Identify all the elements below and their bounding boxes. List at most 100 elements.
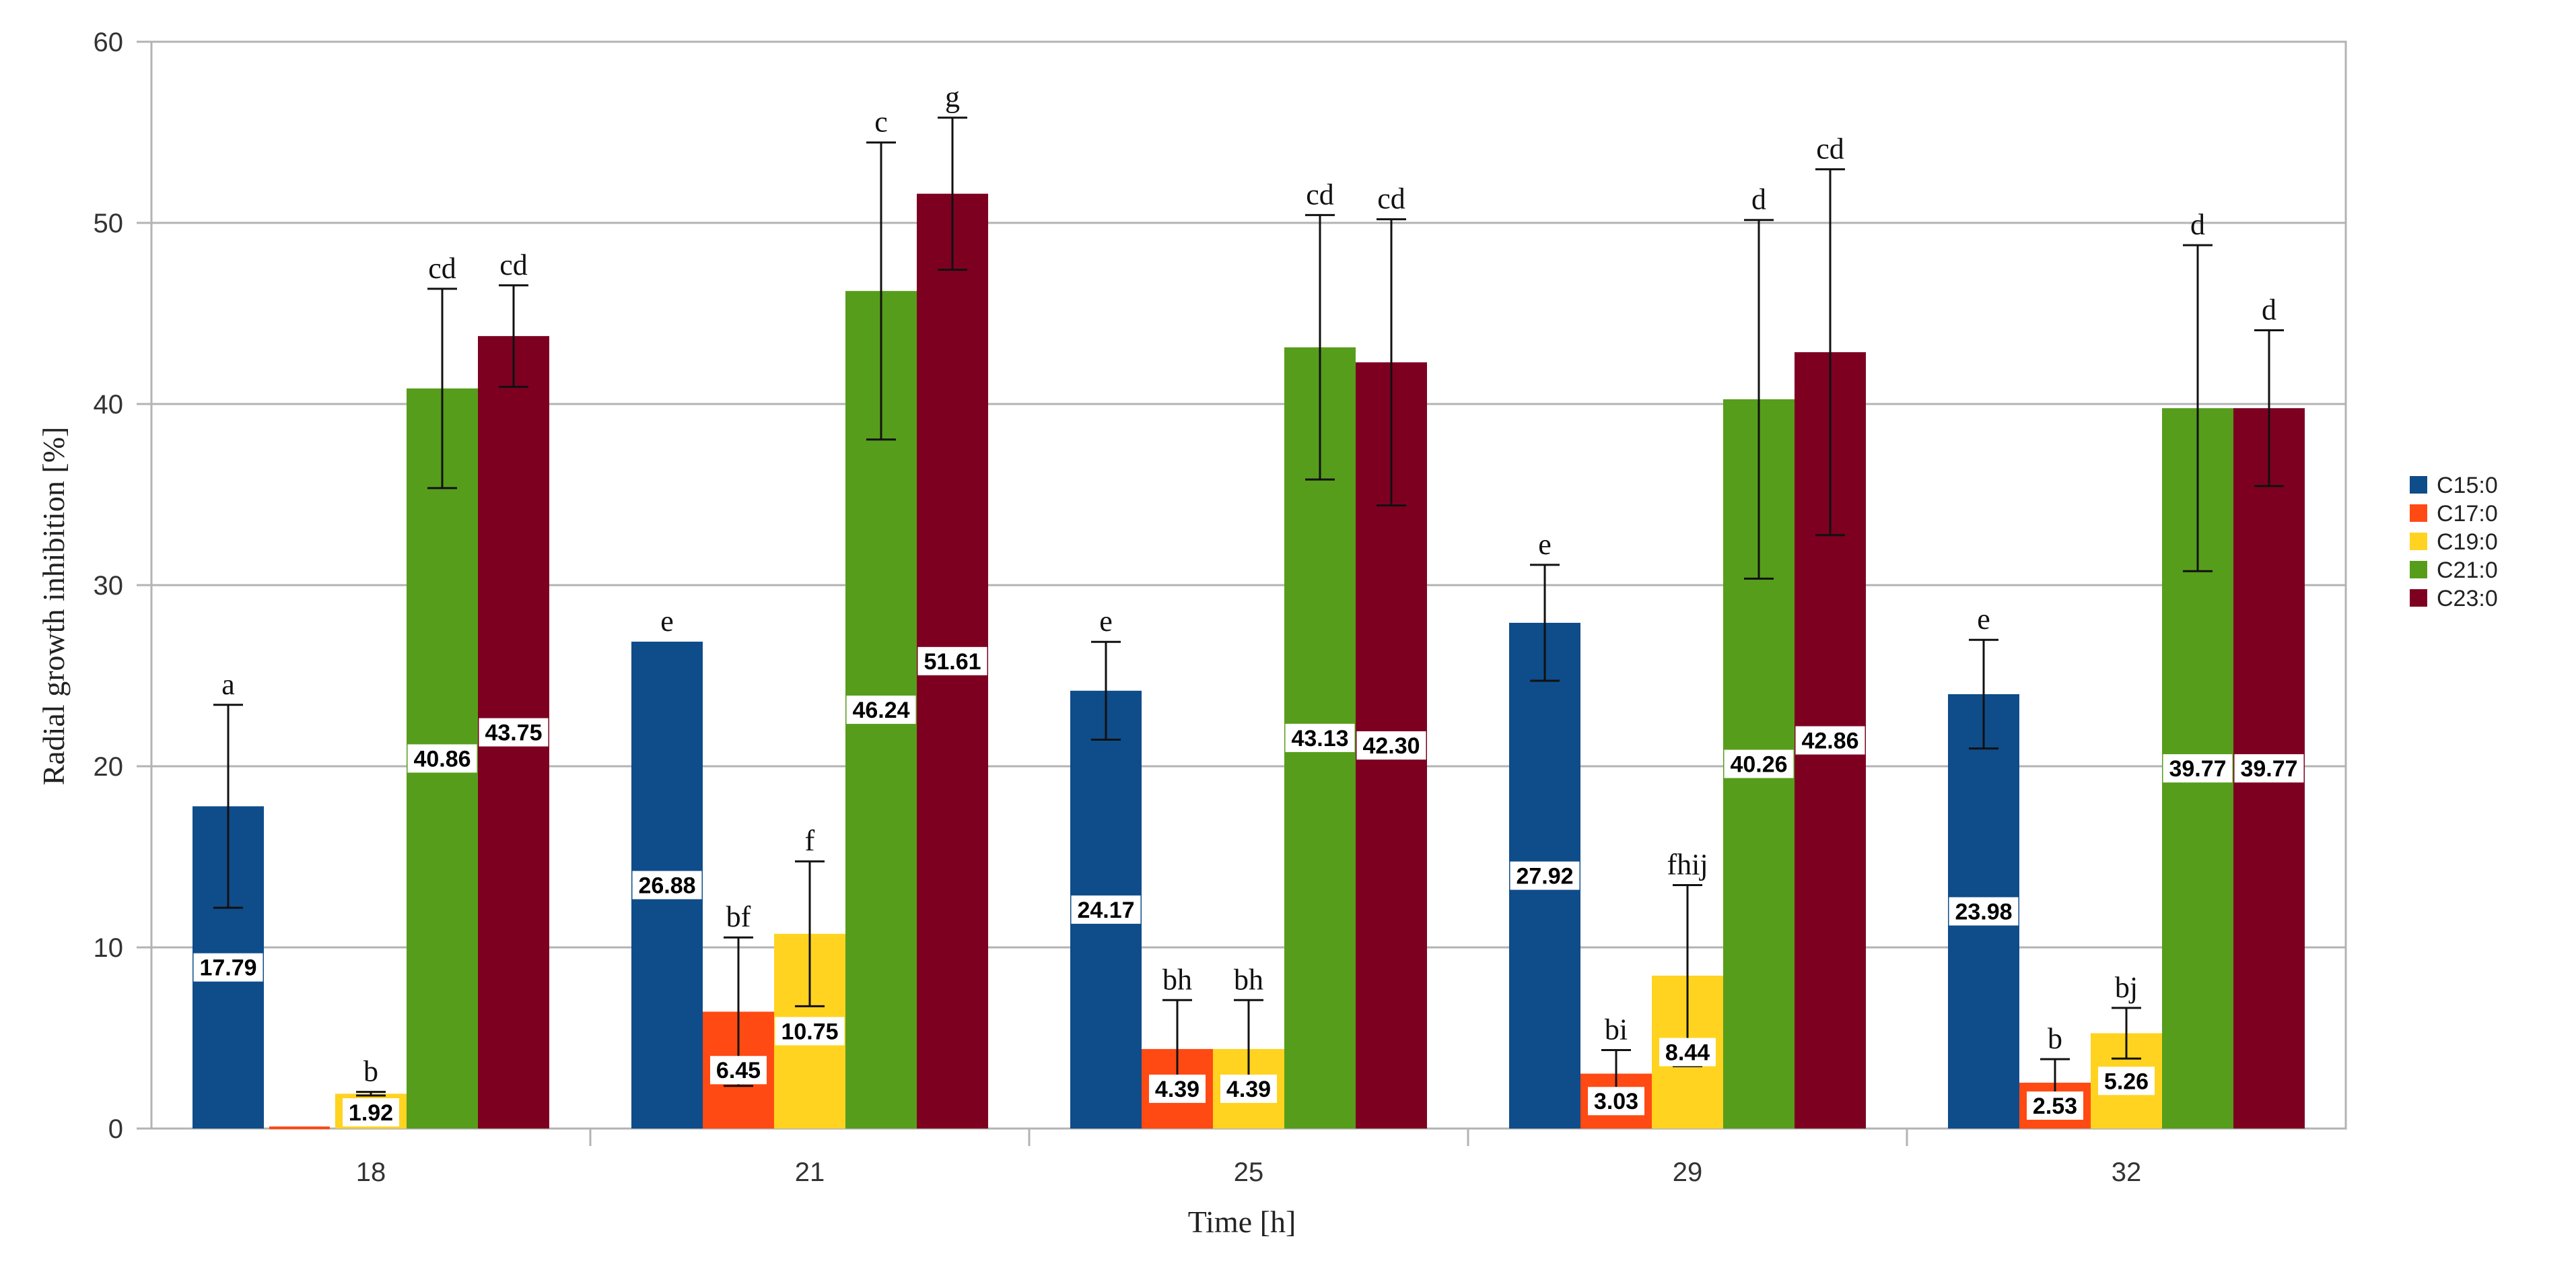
significance-letter: cd <box>1377 182 1405 215</box>
significance-letter: g <box>945 81 960 114</box>
data-label-background <box>193 953 263 982</box>
data-label-background <box>1588 1087 1644 1116</box>
significance-letter: f <box>805 824 815 857</box>
data-label-background <box>2027 1091 2083 1120</box>
significance-letter: fhij <box>1667 848 1708 881</box>
data-label-background <box>2163 754 2233 783</box>
data-labels: 17.79 26.88 24.17 27.92 23.98 6.45 4.39 3.03 2.5… <box>193 646 2304 1126</box>
legend-swatch <box>2410 533 2427 550</box>
data-label: 27.92 <box>1516 863 1573 889</box>
data-label-background <box>343 1098 399 1126</box>
data-label-background <box>632 871 702 900</box>
x-tick-label: 32 <box>2112 1157 2142 1187</box>
significance-letter: cd <box>1306 178 1334 211</box>
legend-label: C23:0 <box>2437 586 2498 611</box>
data-label: 1.92 <box>349 1100 393 1126</box>
y-axis-title: Radial growth inhibition [%] <box>36 427 71 786</box>
data-label-background <box>1659 1038 1716 1067</box>
significance-letter: bh <box>1234 963 1263 996</box>
significance-letter: bh <box>1162 963 1192 996</box>
significance-letter: d <box>2262 294 2276 327</box>
data-label: 8.44 <box>1665 1040 1710 1065</box>
data-label-background <box>1149 1074 1206 1103</box>
data-label: 4.39 <box>1226 1077 1271 1102</box>
data-label: 42.86 <box>1801 729 1858 754</box>
legend-swatch <box>2410 589 2427 607</box>
significance-letter: e <box>1538 528 1552 561</box>
y-axis-ticks: 0 10 20 30 40 50 60 <box>94 28 151 1144</box>
significance-letter: b <box>363 1055 378 1088</box>
significance-letter: cd <box>499 248 528 281</box>
data-label-background <box>2234 754 2304 783</box>
data-label-background <box>1356 731 1426 760</box>
legend-label: C21:0 <box>2437 558 2498 583</box>
data-label: 40.26 <box>1730 752 1787 778</box>
data-label: 17.79 <box>199 955 256 981</box>
data-label-background <box>846 696 916 725</box>
x-axis-ticks: 18 21 25 29 32 <box>356 1129 2142 1187</box>
data-label: 39.77 <box>2169 756 2226 782</box>
data-label: 24.17 <box>1077 898 1134 923</box>
y-tick-label: 50 <box>94 209 124 238</box>
data-label-background <box>479 718 549 747</box>
data-label: 4.39 <box>1155 1077 1199 1102</box>
legend-swatch <box>2410 504 2427 522</box>
legend-swatch <box>2410 561 2427 578</box>
data-label: 40.86 <box>413 746 471 772</box>
x-tick-label: 21 <box>795 1157 825 1187</box>
significance-letter: a <box>221 668 235 701</box>
legend-label: C15:0 <box>2437 473 2498 498</box>
significance-letter: e <box>660 605 674 638</box>
legend-swatch <box>2410 476 2427 494</box>
x-tick-label: 29 <box>1673 1157 1703 1187</box>
legend-label: C17:0 <box>2437 501 2498 527</box>
significance-letter: bj <box>2115 971 2138 1004</box>
data-label-background <box>710 1056 767 1085</box>
data-label-background <box>1220 1074 1277 1103</box>
x-tick-label: 18 <box>356 1157 386 1187</box>
y-tick-label: 60 <box>94 28 124 57</box>
data-label: 6.45 <box>716 1058 761 1083</box>
y-tick-label: 20 <box>94 752 124 782</box>
y-tick-label: 30 <box>94 571 124 601</box>
data-label: 26.88 <box>638 873 695 898</box>
significance-letter: d <box>1751 183 1766 216</box>
data-label-background <box>1510 861 1580 890</box>
data-label: 3.03 <box>1594 1089 1638 1114</box>
data-label-background <box>2098 1067 2155 1096</box>
data-label: 51.61 <box>924 649 981 675</box>
x-axis-title: Time [h] <box>1188 1205 1296 1239</box>
data-label: 5.26 <box>2104 1069 2149 1094</box>
data-label-background <box>1071 895 1141 924</box>
data-label-background <box>407 744 477 773</box>
data-label-background <box>1285 723 1355 752</box>
legend-label: C19:0 <box>2437 529 2498 555</box>
significance-letter: bi <box>1605 1013 1628 1046</box>
significance-letter: cd <box>1816 132 1844 165</box>
significance-letter: b <box>2048 1022 2062 1055</box>
data-label: 42.30 <box>1362 733 1420 759</box>
significance-letter: d <box>2190 208 2205 241</box>
data-label: 39.77 <box>2240 756 2297 782</box>
significance-letter: e <box>1099 605 1113 638</box>
y-tick-label: 10 <box>94 933 124 963</box>
data-label: 23.98 <box>1955 899 2012 924</box>
significance-letter: e <box>1977 603 1990 636</box>
data-label-background <box>1795 726 1865 755</box>
significance-letter: cd <box>428 252 456 285</box>
data-label-background <box>775 1017 845 1046</box>
data-label-background <box>917 646 987 675</box>
data-label: 43.13 <box>1291 726 1348 751</box>
x-tick-label: 25 <box>1234 1157 1264 1187</box>
data-label: 2.53 <box>2033 1094 2077 1119</box>
significance-letter: c <box>874 106 888 139</box>
significance-letter: bf <box>726 900 751 933</box>
data-label-background <box>1949 897 2019 926</box>
y-tick-label: 40 <box>94 390 124 419</box>
data-label: 43.75 <box>485 720 542 746</box>
data-label: 10.75 <box>781 1019 838 1044</box>
y-tick-label: 0 <box>108 1114 123 1144</box>
data-label: 46.24 <box>852 698 909 723</box>
